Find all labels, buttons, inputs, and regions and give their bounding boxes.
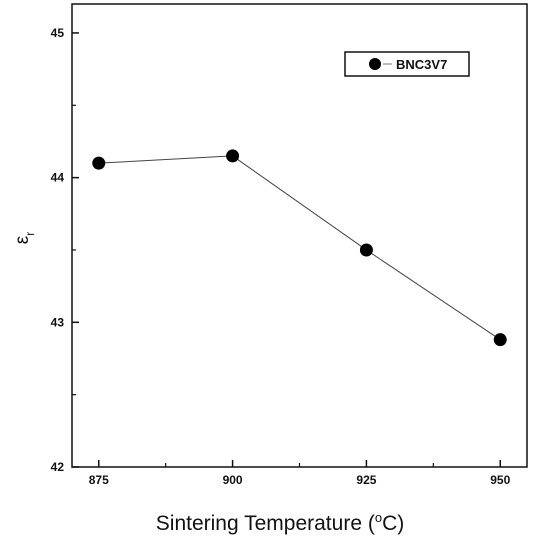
series-segment — [98, 155, 233, 164]
y-tick-label: 44 — [51, 171, 65, 185]
series-lines — [98, 155, 501, 341]
data-point — [92, 156, 106, 170]
y-axis-title: εr — [12, 232, 37, 244]
data-point — [493, 333, 507, 347]
x-axis-title-superscript: o — [375, 510, 382, 525]
x-tick-label: 875 — [89, 473, 109, 487]
y-axis-title-symbol: ε — [12, 235, 33, 244]
legend: BNC3V7 — [344, 51, 470, 77]
y-tick-label: 42 — [51, 460, 65, 474]
y-tick-label: 45 — [51, 26, 65, 40]
x-tick-label: 925 — [356, 473, 376, 487]
svg-text:Sintering Temperature (oC): Sintering Temperature (oC) — [156, 510, 404, 535]
series-points — [92, 149, 507, 347]
x-axis-title: Sintering Temperature (oC) — [156, 510, 404, 535]
data-point — [226, 149, 240, 163]
y-axis-ticks: 42 43 44 45 — [51, 26, 79, 474]
x-axis-ticks: 875 900 925 950 — [89, 460, 511, 487]
data-point — [359, 243, 373, 257]
x-tick-label: 950 — [490, 473, 510, 487]
x-axis-title-prefix: Sintering Temperature ( — [156, 512, 375, 535]
y-tick-label: 43 — [51, 315, 65, 329]
svg-text:εr: εr — [12, 232, 37, 244]
series-segment — [232, 155, 367, 251]
legend-box — [344, 51, 470, 77]
y-axis-title-subscript: r — [23, 232, 37, 236]
legend-label: BNC3V7 — [396, 57, 447, 72]
series-segment — [366, 249, 501, 341]
x-axis-title-suffix: C) — [382, 512, 404, 535]
legend-marker — [369, 58, 381, 70]
x-tick-label: 900 — [223, 473, 243, 487]
